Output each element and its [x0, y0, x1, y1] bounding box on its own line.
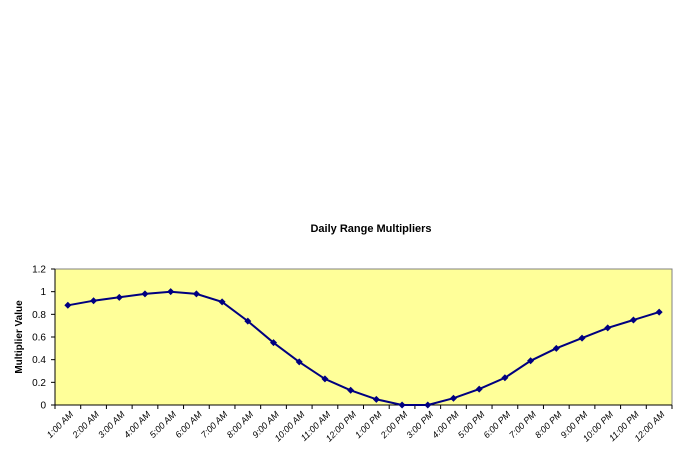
chart-title: Daily Range Multipliers [310, 223, 431, 235]
y-tick-label: 0.2 [32, 378, 46, 389]
data-point-marker [192, 290, 200, 298]
x-tick-label: 5:00 AM [148, 409, 179, 440]
y-tick-label: 0 [40, 401, 46, 412]
x-tick-label: 6:00 AM [173, 409, 204, 440]
x-axis-ticks: 1:00 AM2:00 AM3:00 AM4:00 AM5:00 AM6:00 … [45, 405, 673, 444]
data-point-marker [141, 290, 149, 298]
x-tick-label: 5:00 PM [456, 409, 487, 440]
data-point-marker [115, 293, 123, 301]
data-point-marker [475, 385, 483, 393]
y-tick-label: 0.8 [32, 310, 46, 321]
x-tick-label: 4:00 PM [430, 409, 461, 440]
y-tick-label: 0.6 [32, 333, 46, 344]
x-tick-label: 6:00 PM [482, 409, 513, 440]
x-tick-label: 1:00 AM [45, 409, 76, 440]
data-point-marker [218, 298, 226, 306]
x-tick-label: 2:00 PM [378, 409, 410, 441]
x-tick-label: 8:00 AM [225, 409, 256, 440]
data-point-marker [604, 324, 612, 332]
x-tick-label: 3:00 AM [96, 409, 127, 440]
data-point-marker [655, 308, 663, 316]
x-tick-label: 1:00 PM [353, 409, 384, 440]
data-point-marker [629, 316, 637, 324]
data-point-marker [295, 358, 303, 366]
x-tick-label: 2:00 AM [70, 409, 102, 441]
data-point-marker [90, 297, 98, 305]
y-tick-label: 1 [40, 287, 46, 298]
x-tick-label: 8:00 PM [533, 409, 564, 440]
data-point-marker [244, 317, 252, 325]
data-point-marker [449, 394, 457, 402]
y-tick-label: 0.4 [32, 355, 46, 366]
x-tick-label: 4:00 AM [122, 409, 153, 440]
data-point-marker [552, 344, 560, 352]
data-point-marker [424, 401, 432, 409]
data-point-marker [501, 374, 509, 382]
data-point-marker [398, 401, 406, 409]
data-point-marker [527, 357, 535, 365]
y-axis-label: Multiplier Value [14, 300, 25, 374]
plot-area [54, 268, 673, 406]
data-point-marker [64, 301, 72, 309]
x-tick-label: 7:00 AM [199, 409, 230, 440]
series-markers [64, 288, 663, 409]
data-point-marker [372, 395, 380, 403]
series-line [67, 290, 660, 406]
data-point-marker [270, 339, 278, 347]
data-point-marker [578, 334, 586, 342]
data-point-marker [347, 386, 355, 394]
x-tick-label: 3:00 PM [404, 409, 435, 440]
y-axis-ticks: 0 0.2 0.4 0.6 0.8 1 1.2 [32, 265, 55, 412]
data-point-marker [321, 375, 329, 383]
data-point-marker [167, 288, 175, 296]
x-tick-label: 7:00 PM [507, 409, 538, 440]
y-tick-label: 1.2 [32, 265, 46, 276]
